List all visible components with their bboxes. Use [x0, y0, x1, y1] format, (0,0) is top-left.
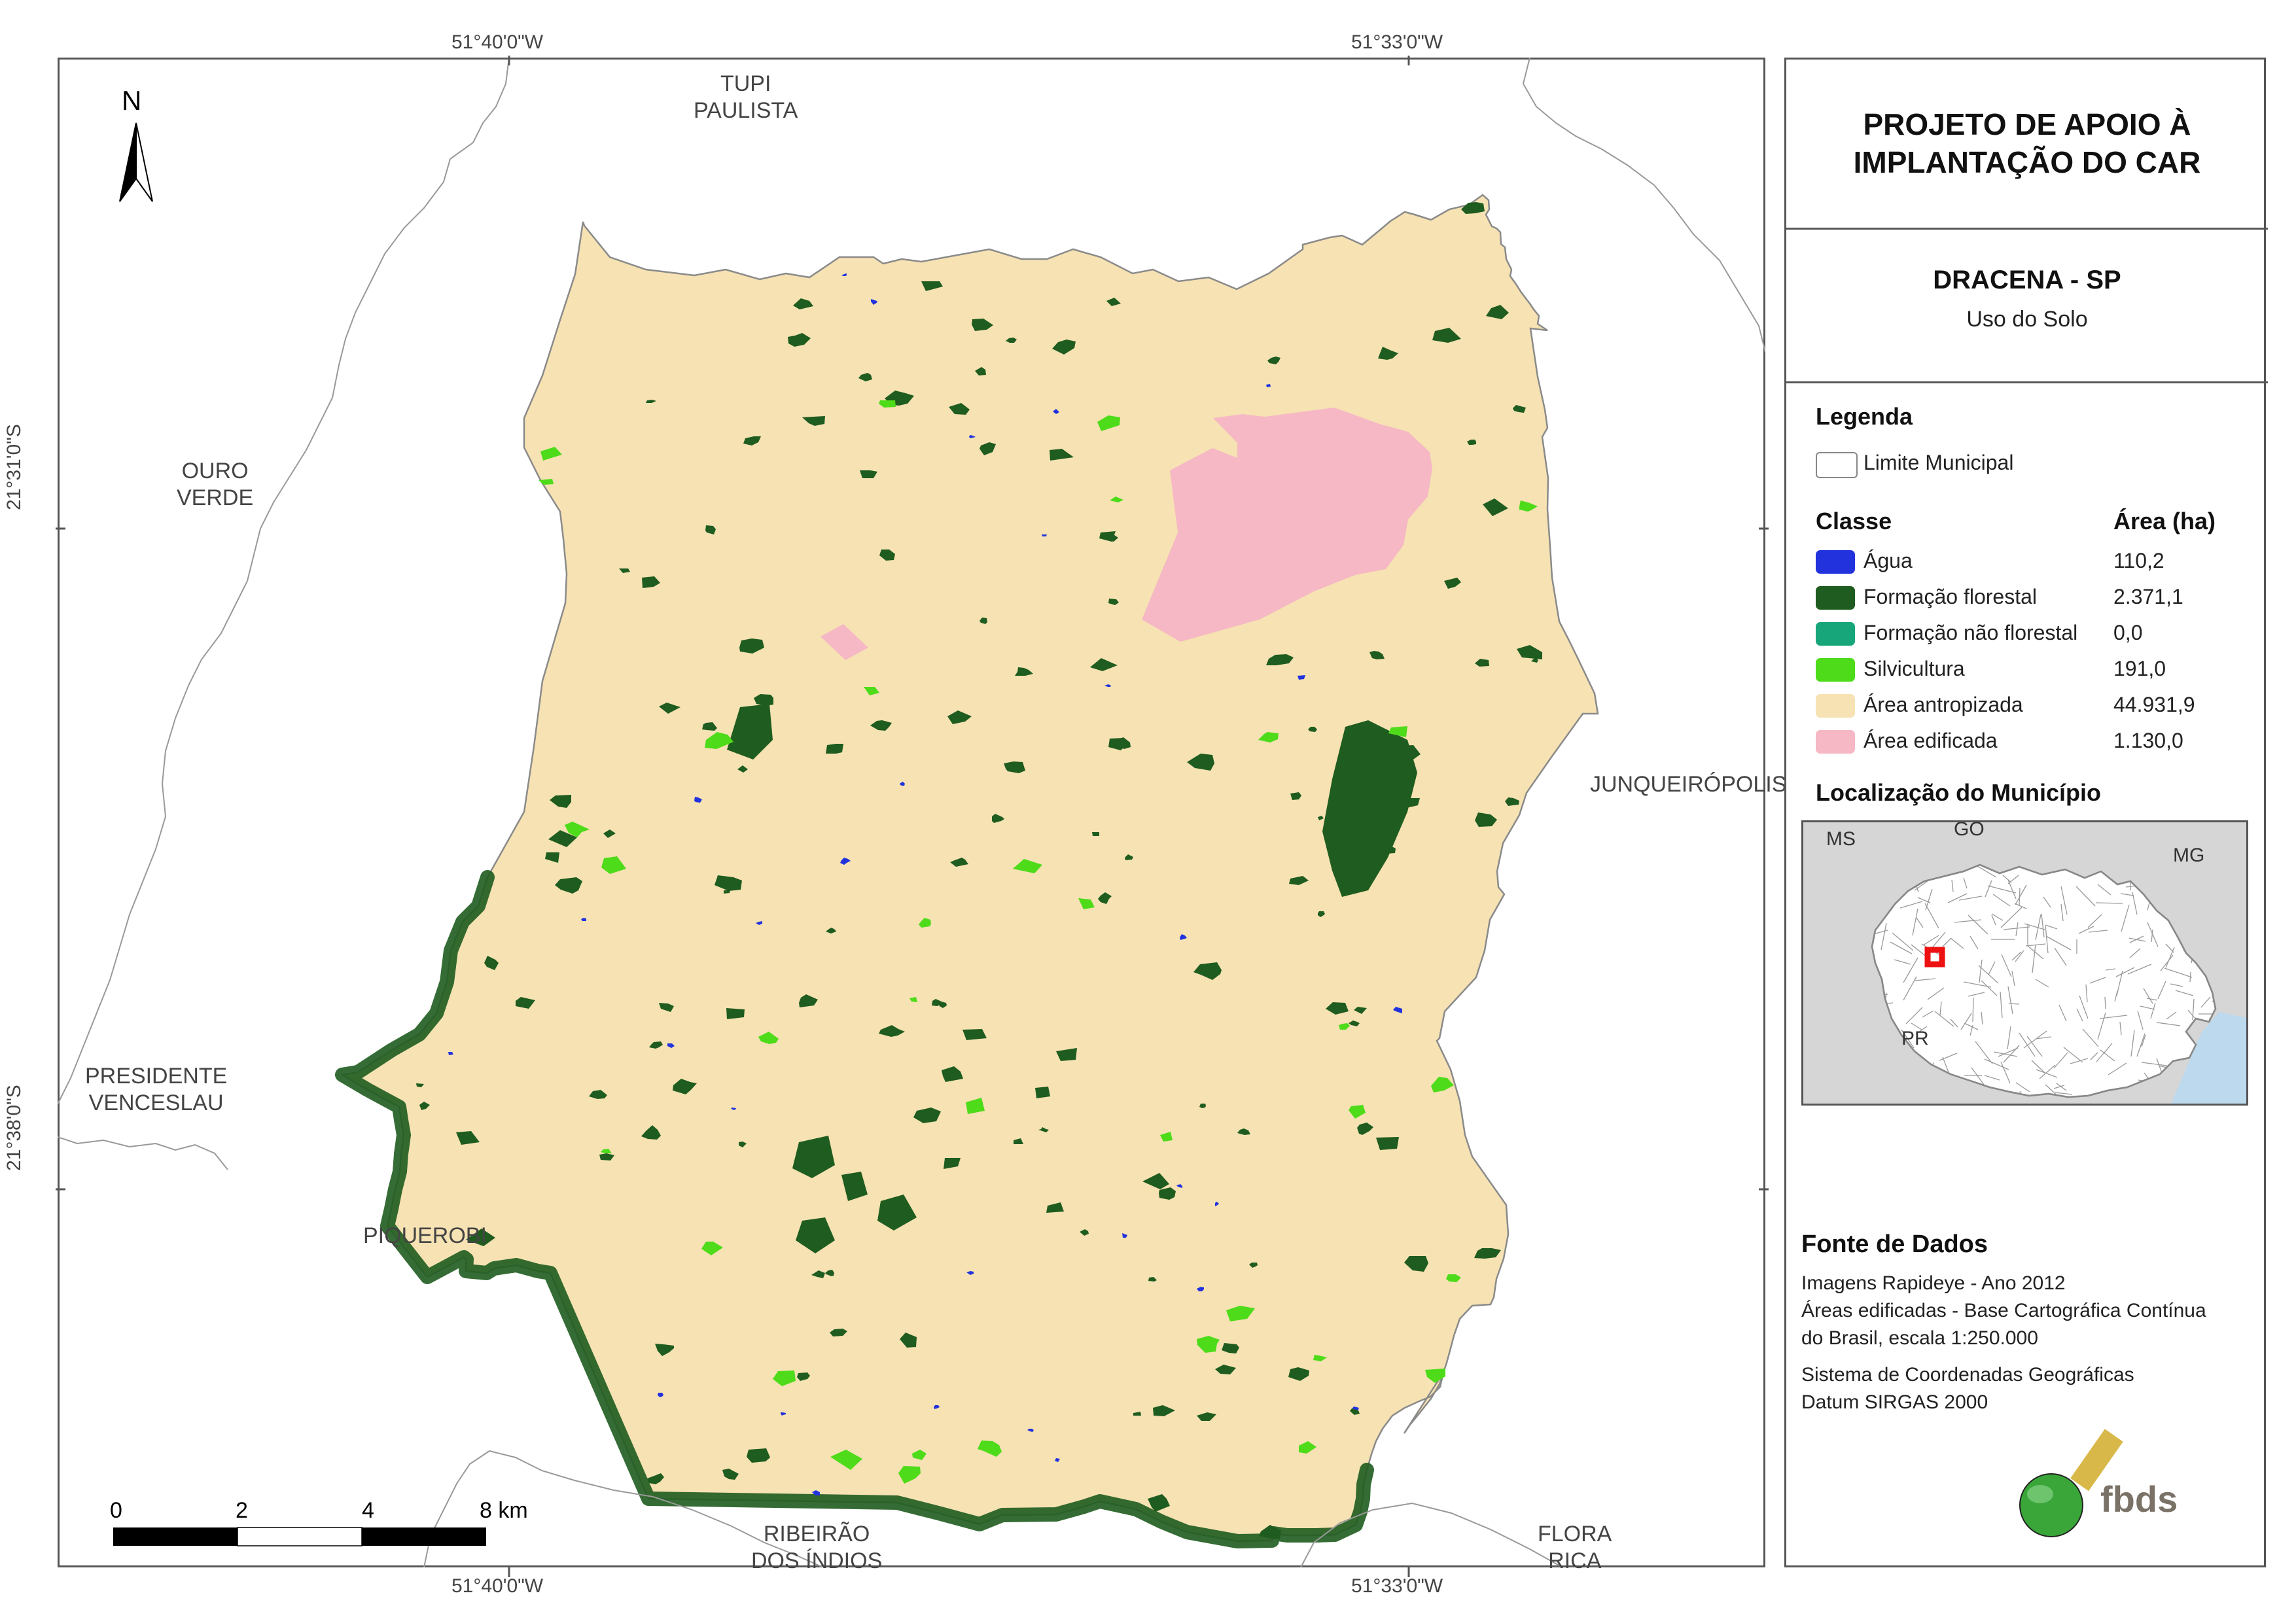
- svg-text:GO: GO: [1954, 822, 1985, 840]
- svg-text:MS: MS: [1826, 828, 1856, 850]
- svg-text:PR: PR: [1901, 1028, 1929, 1049]
- svg-text:MG: MG: [2173, 845, 2204, 866]
